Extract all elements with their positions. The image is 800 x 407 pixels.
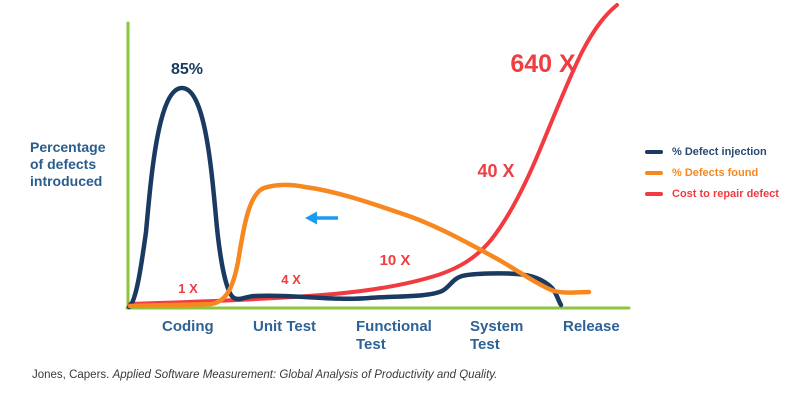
series-defects-found <box>127 182 592 309</box>
left-arrow-icon <box>305 211 338 225</box>
legend-swatch-orange-icon <box>645 170 663 175</box>
legend: % Defect injection % Defects found Cost … <box>645 141 779 204</box>
series-defect-injection <box>126 85 564 310</box>
citation: Jones, Capers. Applied Software Measurem… <box>32 369 497 381</box>
citation-author: Jones, Capers. <box>32 369 110 381</box>
injection-peak-label: 85% <box>170 61 204 78</box>
legend-item-defects-found: % Defects found <box>645 162 779 183</box>
x-label-system-test: System Test <box>470 318 524 353</box>
x-label-coding: Coding <box>162 318 214 335</box>
cost-label-release: 640 X <box>510 50 576 78</box>
cost-label-functional-test: 10 X <box>379 252 411 269</box>
x-label-functional-test: Functional Test <box>356 318 432 353</box>
cost-label-coding: 1 X <box>178 281 198 296</box>
legend-item-cost-to-repair: Cost to repair defect <box>645 183 779 204</box>
legend-swatch-red-icon <box>645 191 663 196</box>
legend-label: % Defect injection <box>672 145 767 158</box>
x-label-unit-test: Unit Test <box>253 318 317 335</box>
legend-item-defect-injection: % Defect injection <box>645 141 779 162</box>
legend-swatch-navy-icon <box>645 149 663 154</box>
cost-label-unit-test: 4 X <box>281 272 301 287</box>
legend-label: Cost to repair defect <box>672 187 779 200</box>
cost-label-system-test: 40 X <box>477 161 515 181</box>
x-label-release: Release <box>563 318 620 335</box>
citation-title: Applied Software Measurement: Global Ana… <box>112 369 498 381</box>
legend-label: % Defects found <box>672 166 759 179</box>
y-axis-label: Percentage of defects introduced <box>30 139 106 189</box>
